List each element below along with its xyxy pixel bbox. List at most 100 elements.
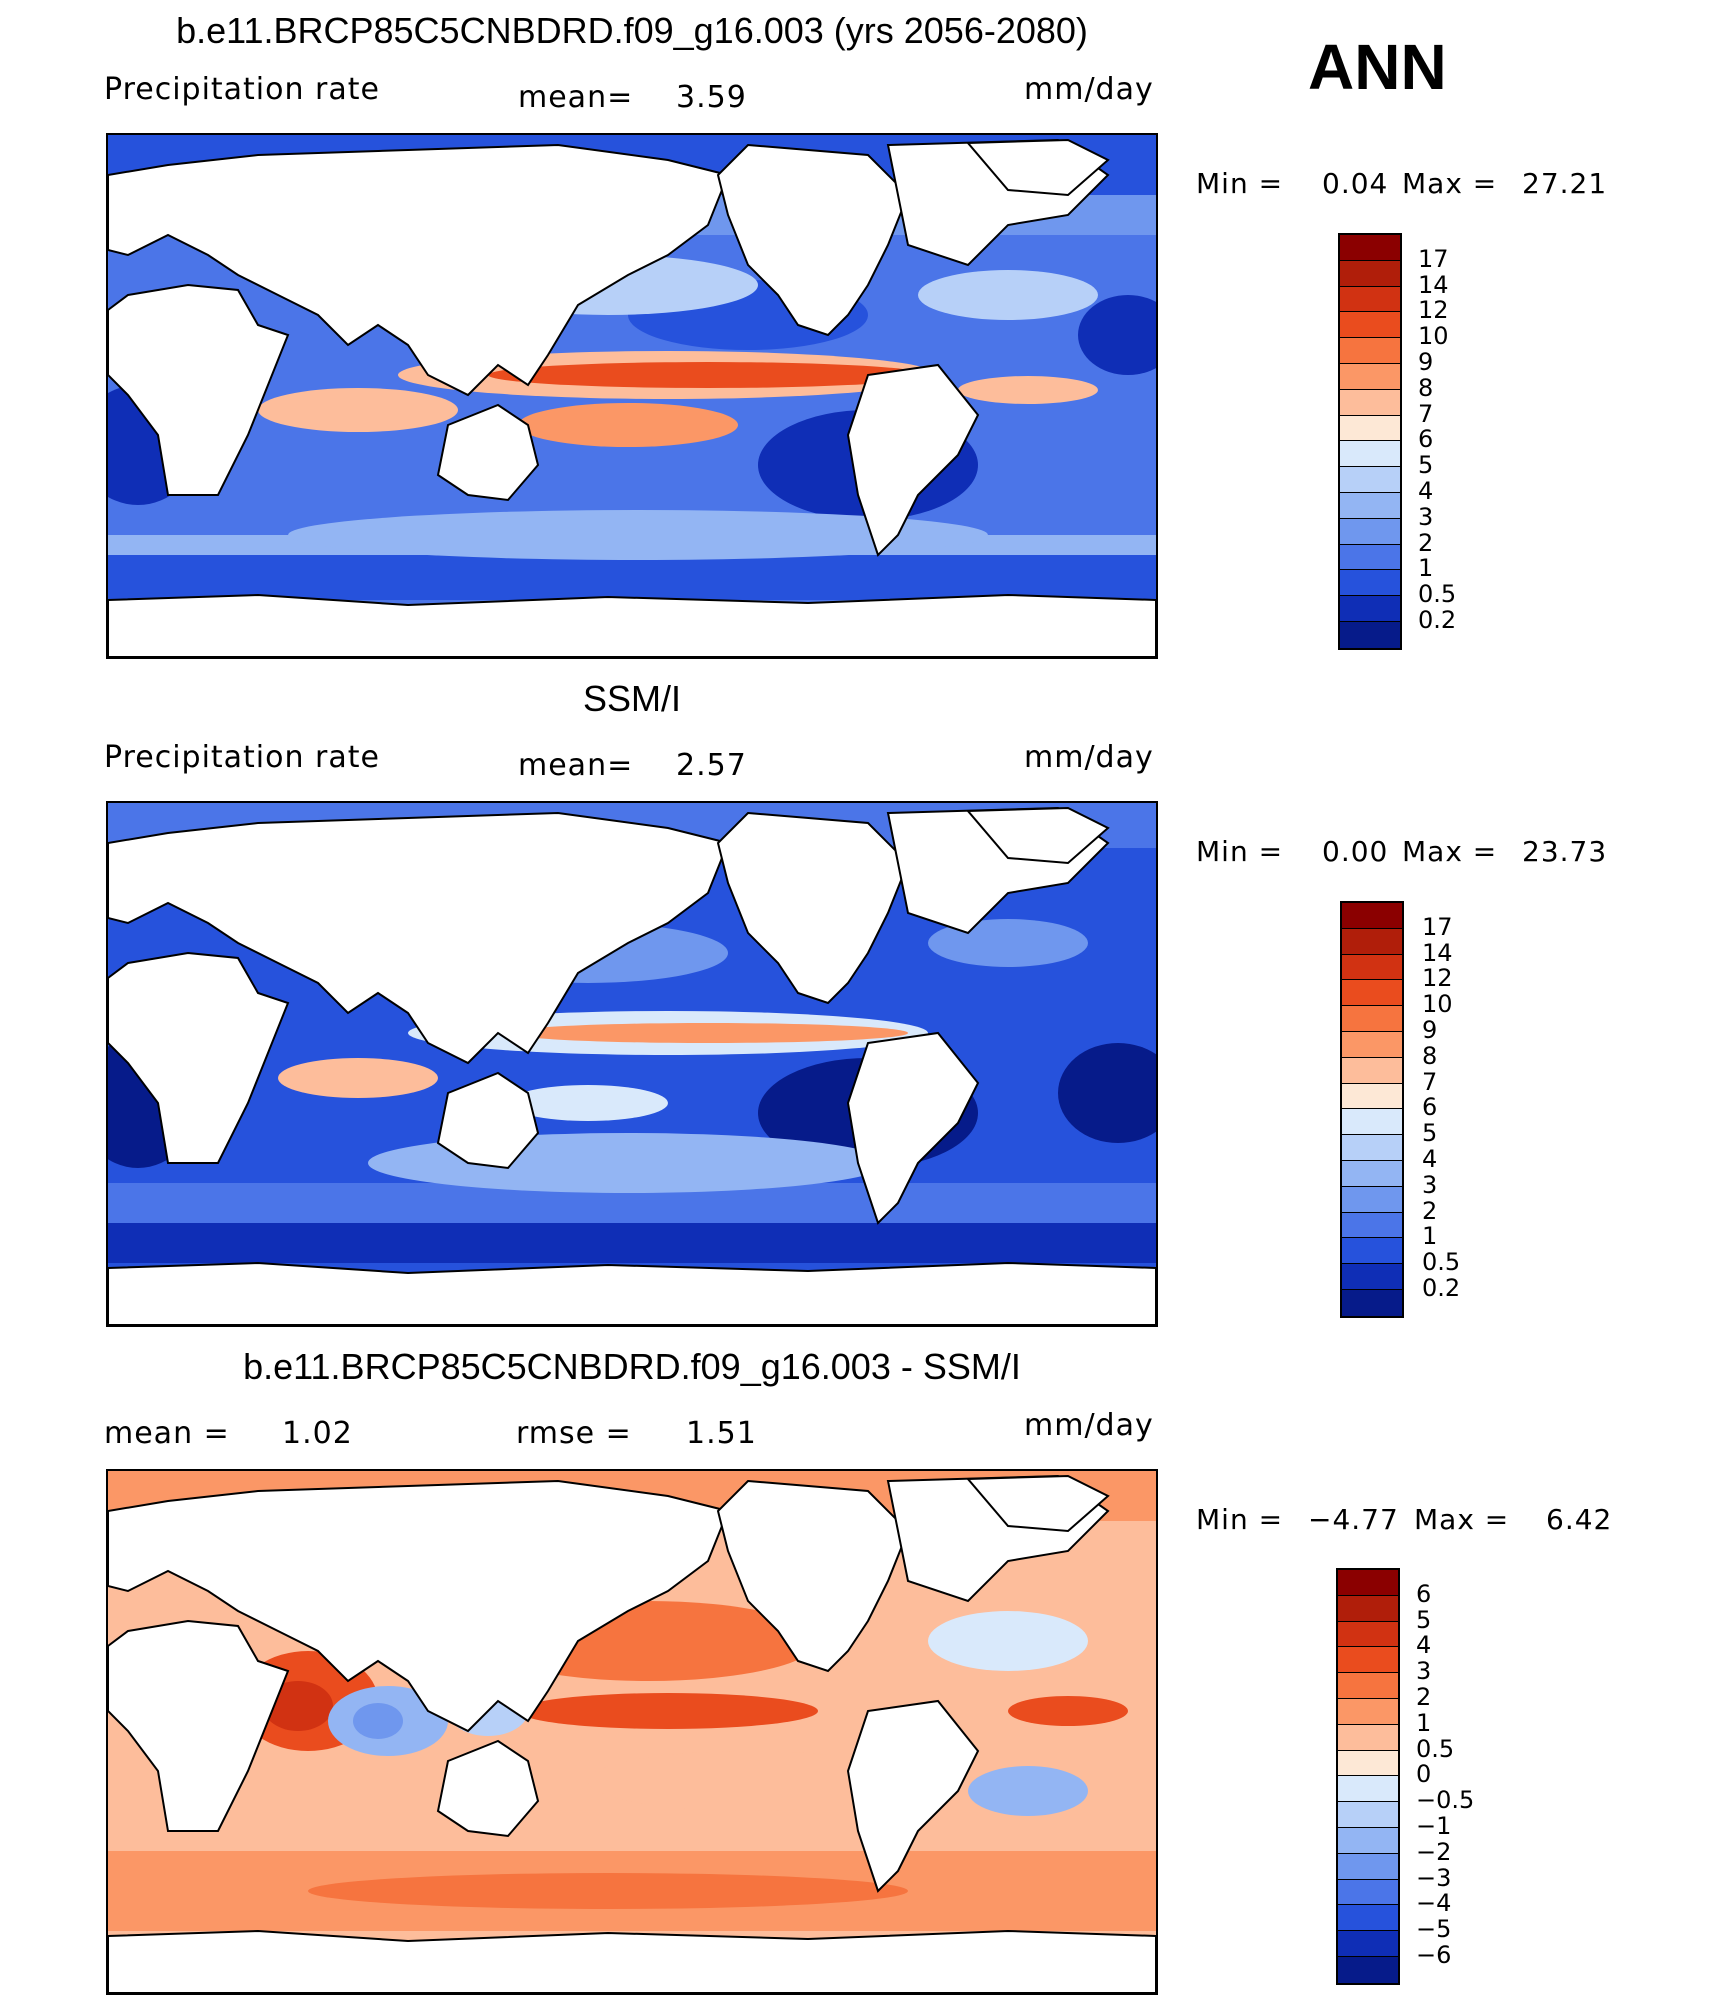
colorbar-2-tick-label: 10 (1422, 990, 1453, 1019)
panel-2-map-svg (108, 803, 1156, 1325)
colorbar-3-segment (1338, 1698, 1398, 1725)
panel-1-map (106, 133, 1158, 659)
colorbar-3-segment (1338, 1750, 1398, 1777)
colorbar-1-tick-label: 8 (1418, 373, 1434, 402)
panel-3-rmse-label: rmse = (516, 1416, 632, 1451)
colorbar-3-segment (1338, 1931, 1398, 1957)
colorbar-1-tick-label: 9 (1418, 348, 1434, 376)
colorbar-1-segment (1340, 621, 1400, 648)
colorbar-2-segment (1342, 1160, 1402, 1187)
colorbar-2-tick-label: 0.5 (1422, 1248, 1461, 1277)
colorbar-2-tick-label: 5 (1422, 1119, 1438, 1148)
colorbar-1-tick-label: 12 (1418, 296, 1449, 325)
panel-1-max-label: Max = (1402, 167, 1498, 200)
colorbar-2-segment (1342, 980, 1402, 1007)
colorbar-3-tick-label: 0 (1416, 1760, 1432, 1789)
colorbar-1-segment (1340, 235, 1400, 261)
colorbar-3-tick-label: −1 (1416, 1812, 1452, 1840)
colorbar-3-tick-label: −5 (1416, 1915, 1452, 1944)
colorbar-1-tick-label: 5 (1418, 451, 1434, 480)
colorbar-3-segment (1338, 1724, 1398, 1751)
colorbar-3-segment (1338, 1802, 1398, 1828)
panel-3-mean-value: 1.02 (282, 1416, 353, 1451)
panel-1-mean-value: 3.59 (676, 80, 747, 115)
panel-1-title: b.e11.BRCP85C5CNBDRD.f09_g16.003 (yrs 20… (176, 10, 1088, 51)
panel-1-max-value: 27.21 (1522, 167, 1608, 200)
colorbar-3-tick-label: −2 (1416, 1837, 1452, 1866)
panel-3-mean-label: mean = (104, 1416, 230, 1451)
colorbar-2-tick-label: 3 (1422, 1170, 1438, 1199)
colorbar-2-segment (1342, 1212, 1402, 1239)
colorbar-1-segment (1340, 312, 1400, 339)
colorbar-1-tick-label: 1 (1418, 554, 1434, 583)
colorbar-1-segment (1340, 596, 1400, 622)
colorbar-3-tick-label: 1 (1416, 1708, 1432, 1737)
panel-3-min-label: Min = (1196, 1503, 1284, 1536)
colorbar-2-segment (1342, 954, 1402, 981)
colorbar-1-tick-label: 14 (1418, 270, 1449, 299)
colorbar-3-segment (1338, 1879, 1398, 1906)
colorbar-1-tick-label: 3 (1418, 502, 1434, 531)
panel-2-min-value: 0.00 (1322, 835, 1389, 868)
colorbar-2-tick-label: 8 (1422, 1041, 1438, 1070)
panel-2-variable-label: Precipitation rate (104, 740, 380, 775)
colorbar-3-tick-label: 0.5 (1416, 1734, 1455, 1763)
season-label: ANN (1308, 31, 1447, 103)
colorbar-1-segment (1340, 415, 1400, 442)
colorbar-3-tick-label: 4 (1416, 1631, 1432, 1660)
colorbar-3-segment (1338, 1776, 1398, 1803)
colorbar-1-segment (1340, 260, 1400, 287)
colorbar-3-tick-label: −4 (1416, 1889, 1452, 1918)
panel-1-map-svg (108, 135, 1156, 657)
colorbar-2-segment (1342, 1289, 1402, 1316)
panel-2-colorbar (1340, 901, 1404, 1318)
colorbar-3-segment (1338, 1853, 1398, 1880)
panel-2-max-label: Max = (1402, 835, 1498, 868)
panel-2-title: SSM/I (582, 678, 681, 719)
colorbar-2-tick-label: 12 (1422, 964, 1453, 993)
panel-3-minmax: Min = −4.77 Max = 6.42 (1196, 1503, 1616, 1539)
colorbar-2-tick-label: 14 (1422, 938, 1453, 967)
colorbar-1-segment (1340, 441, 1400, 468)
colorbar-3-tick-label: −6 (1416, 1941, 1452, 1969)
colorbar-3-segment (1338, 1827, 1398, 1854)
colorbar-1-segment (1340, 363, 1400, 390)
colorbar-2-tick-label: 0.2 (1422, 1274, 1461, 1302)
panel-1-mean-label: mean= (518, 80, 634, 115)
panel-3-map (106, 1469, 1158, 1995)
colorbar-2-segment (1342, 1083, 1402, 1110)
colorbar-3-tick-label: 6 (1416, 1579, 1432, 1608)
colorbar-3-segment (1338, 1570, 1398, 1596)
colorbar-2-tick-label: 1 (1422, 1222, 1438, 1251)
panel-2-mean-label: mean= (518, 748, 634, 783)
colorbar-2-tick-label: 2 (1422, 1196, 1438, 1225)
colorbar-2-segment (1342, 1109, 1402, 1136)
colorbar-2-segment (1342, 928, 1402, 955)
panel-2-min-label: Min = (1196, 835, 1284, 868)
panel-1-min-value: 0.04 (1322, 167, 1389, 200)
colorbar-2-segment (1342, 1031, 1402, 1058)
colorbar-2-segment (1342, 1135, 1402, 1161)
colorbar-2-tick-label: 17 (1422, 912, 1453, 941)
colorbar-2-tick-label: 9 (1422, 1016, 1438, 1044)
colorbar-3-tick-label: 5 (1416, 1605, 1432, 1634)
panel-3-colorbar (1336, 1568, 1400, 1985)
panel-1-min-label: Min = (1196, 167, 1284, 200)
panel-1-variable-label: Precipitation rate (104, 72, 380, 107)
panel-3-rmse-value: 1.51 (686, 1416, 757, 1451)
colorbar-1-segment (1340, 544, 1400, 571)
colorbar-2-segment (1342, 1238, 1402, 1265)
colorbar-1-tick-label: 6 (1418, 425, 1434, 454)
colorbar-1-segment (1340, 570, 1400, 597)
panel-3-max-value: 6.42 (1546, 1503, 1613, 1536)
colorbar-2-segment (1342, 903, 1402, 929)
colorbar-2-tick-label: 6 (1422, 1093, 1438, 1122)
colorbar-1-segment (1340, 338, 1400, 364)
panel-2-max-value: 23.73 (1522, 835, 1608, 868)
colorbar-3-segment (1338, 1621, 1398, 1648)
colorbar-1-tick-label: 17 (1418, 244, 1449, 273)
colorbar-2-segment (1342, 1264, 1402, 1290)
panel-2-map (106, 801, 1158, 1327)
colorbar-1-tick-label: 0.5 (1418, 580, 1457, 609)
panel-3-min-value: −4.77 (1308, 1503, 1399, 1536)
